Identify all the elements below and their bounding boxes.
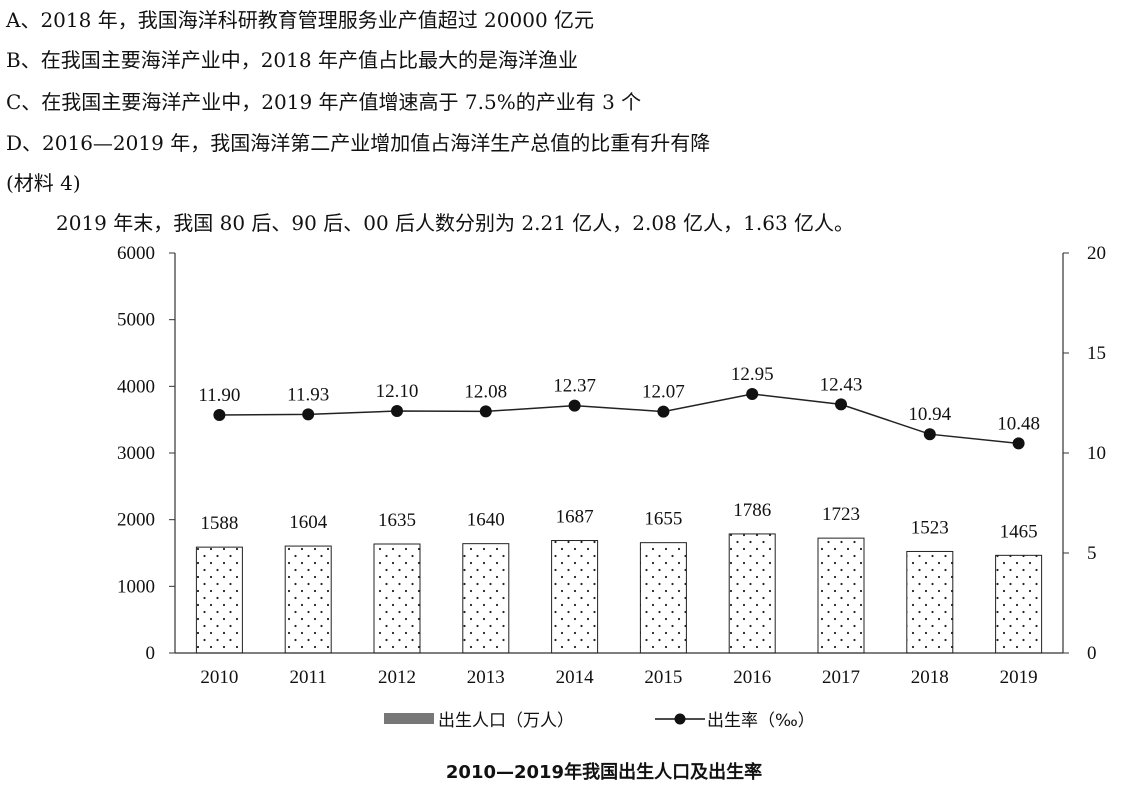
line-value-label: 11.90 xyxy=(198,385,240,406)
bar-value-label: 1604 xyxy=(289,512,328,533)
line-value-label: 12.95 xyxy=(731,364,774,385)
option-d: D、2016—2019 年，我国海洋第二产业增加值占海洋生产总值的比重有升有降 xyxy=(6,131,711,155)
line-value-label: 12.08 xyxy=(464,381,507,402)
x-tick-label: 2016 xyxy=(733,667,771,688)
bar-value-label: 1635 xyxy=(378,510,416,531)
bar-value-label: 1523 xyxy=(911,517,949,538)
right-tick-label: 15 xyxy=(1087,343,1106,364)
line-value-label: 12.10 xyxy=(376,381,419,402)
bar-value-label: 1465 xyxy=(1000,521,1038,542)
chart-title: 2010—2019年我国出生人口及出生率 xyxy=(446,761,762,783)
option-c: C、在我国主要海洋产业中，2019 年产值增速高于 7.5%的产业有 3 个 xyxy=(6,90,642,114)
line-value-label: 10.94 xyxy=(908,404,951,425)
x-tick-label: 2018 xyxy=(911,667,949,688)
right-tick-label: 10 xyxy=(1087,443,1106,464)
line-point xyxy=(391,405,403,417)
legend-bar-swatch xyxy=(384,713,434,724)
option-b: B、在我国主要海洋产业中，2018 年产值占比最大的是海洋渔业 xyxy=(6,48,578,72)
bar xyxy=(817,537,865,654)
line-series: 11.90 11.93 12.10 12.08 12.37 12.07 12.95 12.43… xyxy=(198,364,1040,450)
x-tick-label: 2011 xyxy=(290,667,327,688)
right-tick-label: 20 xyxy=(1087,243,1106,264)
left-tick-label: 4000 xyxy=(117,376,155,397)
bar xyxy=(639,542,687,654)
x-tick-label: 2014 xyxy=(556,667,595,688)
line-point xyxy=(923,428,936,441)
bar xyxy=(551,540,599,654)
bar xyxy=(195,546,243,654)
right-tick-label: 5 xyxy=(1087,543,1097,564)
bar xyxy=(373,543,421,654)
line-point xyxy=(568,399,581,412)
line-point xyxy=(302,408,315,421)
line-point xyxy=(213,409,226,421)
line-value-label: 11.93 xyxy=(287,384,329,405)
bar-value-label: 1640 xyxy=(467,510,505,531)
left-tick-label: 0 xyxy=(146,643,156,664)
line-point xyxy=(657,405,670,418)
left-tick-label: 5000 xyxy=(117,310,155,331)
bar-value-label: 1723 xyxy=(822,504,860,525)
left-tick-label: 1000 xyxy=(117,576,155,597)
legend-line-label: 出生率（‰） xyxy=(707,711,815,731)
line-value-label: 12.07 xyxy=(642,382,685,403)
x-tick-label: 2012 xyxy=(378,667,416,688)
bar xyxy=(995,554,1043,654)
left-tick-label: 6000 xyxy=(117,243,155,264)
legend-line-marker xyxy=(674,713,686,725)
bar-series: 1588 1604 1635 1640 1687 1655 1786 1723 1523 1465 xyxy=(195,500,1043,654)
bar xyxy=(906,550,954,654)
bar xyxy=(462,543,510,654)
x-tick-label: 2013 xyxy=(467,667,505,688)
material-label: (材料 4) xyxy=(6,171,81,195)
x-tick-label: 2015 xyxy=(644,667,682,688)
line-point xyxy=(835,398,847,411)
left-tick-label: 3000 xyxy=(117,443,155,464)
x-tick-label: 2019 xyxy=(1000,667,1038,688)
bar xyxy=(284,545,332,654)
bar-value-label: 1687 xyxy=(556,507,594,528)
chart-legend: 出生人口（万人） 出生率（‰） xyxy=(384,711,815,731)
line-value-label: 10.48 xyxy=(997,413,1040,434)
line-value-label: 12.43 xyxy=(820,374,863,395)
birth-rate-line xyxy=(219,393,1019,445)
left-tick-label: 2000 xyxy=(117,510,155,531)
bar-value-label: 1655 xyxy=(644,509,682,530)
line-point xyxy=(746,388,759,400)
right-tick-label: 0 xyxy=(1087,643,1097,664)
x-tick-label: 2010 xyxy=(200,667,238,688)
legend-bar-label: 出生人口（万人） xyxy=(438,711,574,731)
line-point xyxy=(1012,437,1025,450)
bar-value-label: 1786 xyxy=(733,500,771,521)
line-point xyxy=(479,405,492,418)
bar-value-label: 1588 xyxy=(200,513,238,534)
option-a: A、2018 年，我国海洋科研教育管理服务业产值超过 20000 亿元 xyxy=(6,8,595,32)
material-text: 2019 年末，我国 80 后、90 后、00 后人数分别为 2.21 亿人，2… xyxy=(56,211,855,235)
line-value-label: 12.37 xyxy=(553,376,596,397)
bar xyxy=(728,533,776,654)
chart-axes: 0 1000 2000 3000 4000 5000 6000 0 5 10 15 20 2010 201… xyxy=(117,243,1106,688)
x-tick-label: 2017 xyxy=(822,667,860,688)
